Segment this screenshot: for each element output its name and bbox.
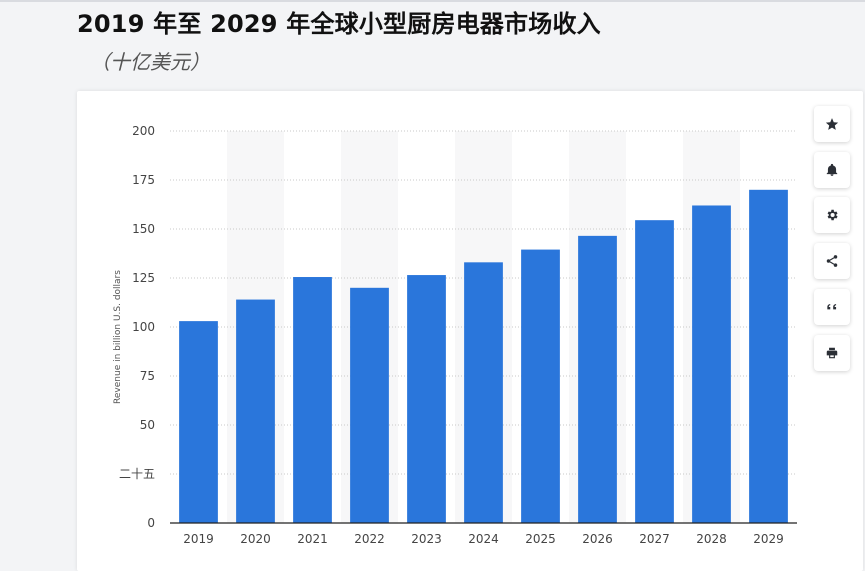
gear-icon	[827, 209, 838, 221]
bar-2024[interactable]	[464, 262, 503, 523]
y-tick-label-175: 175	[132, 173, 155, 187]
star-icon	[825, 118, 839, 130]
y-tick-label-125: 125	[132, 271, 155, 285]
bar-2029[interactable]	[749, 189, 788, 524]
quote-icon	[827, 304, 837, 310]
x-tick-label-2027: 2027	[639, 532, 670, 546]
x-tick-label-2023: 2023	[411, 532, 442, 546]
y-axis-ticks: 0 二十五 50 75 100 125 150 175 200	[119, 124, 155, 530]
bars	[179, 189, 788, 524]
x-tick-label-2019: 2019	[183, 532, 214, 546]
bar-2019[interactable]	[179, 321, 218, 523]
y-tick-label-150: 150	[132, 222, 155, 236]
y-tick-label-200: 200	[132, 124, 155, 138]
page-title: 2019 年至 2029 年全球小型厨房电器市场收入	[77, 10, 601, 38]
y-tick-label-100: 100	[132, 320, 155, 334]
x-tick-label-2020: 2020	[240, 532, 271, 546]
print-button[interactable]	[814, 335, 850, 371]
bar-2026[interactable]	[578, 235, 617, 524]
favorite-button[interactable]	[814, 106, 850, 142]
x-axis-ticks: 2019 2020 2021 2022 2023 2024 2025 2026 2027 2028…	[183, 532, 784, 546]
bell-icon	[826, 163, 838, 176]
x-tick-label-2026: 2026	[582, 532, 613, 546]
notification-button[interactable]	[814, 152, 850, 188]
bar-2025[interactable]	[521, 249, 560, 523]
x-tick-label-2025: 2025	[525, 532, 556, 546]
x-tick-label-2028: 2028	[696, 532, 727, 546]
bar-2022[interactable]	[350, 287, 389, 523]
page-subtitle: （十亿美元）	[90, 50, 210, 74]
y-tick-label-0: 0	[147, 516, 155, 530]
cite-button[interactable]	[814, 289, 850, 325]
bar-2028[interactable]	[692, 205, 731, 524]
bar-2021[interactable]	[293, 277, 332, 523]
share-icon	[826, 255, 838, 267]
x-tick-label-2024: 2024	[468, 532, 499, 546]
y-axis-label: Revenue in billion U.S. dollars	[113, 270, 123, 404]
top-divider	[0, 0, 865, 2]
share-button[interactable]	[814, 243, 850, 279]
y-tick-label-75: 75	[140, 369, 155, 383]
bar-2023[interactable]	[407, 275, 446, 523]
settings-button[interactable]	[814, 197, 850, 233]
x-tick-label-2022: 2022	[354, 532, 385, 546]
printer-icon	[826, 347, 838, 359]
bar-2020[interactable]	[236, 299, 275, 523]
x-tick-label-2021: 2021	[297, 532, 328, 546]
bar-2027[interactable]	[635, 220, 674, 523]
x-tick-label-2029: 2029	[753, 532, 784, 546]
y-tick-label-50: 50	[140, 418, 155, 432]
y-tick-label-25: 二十五	[119, 467, 155, 481]
